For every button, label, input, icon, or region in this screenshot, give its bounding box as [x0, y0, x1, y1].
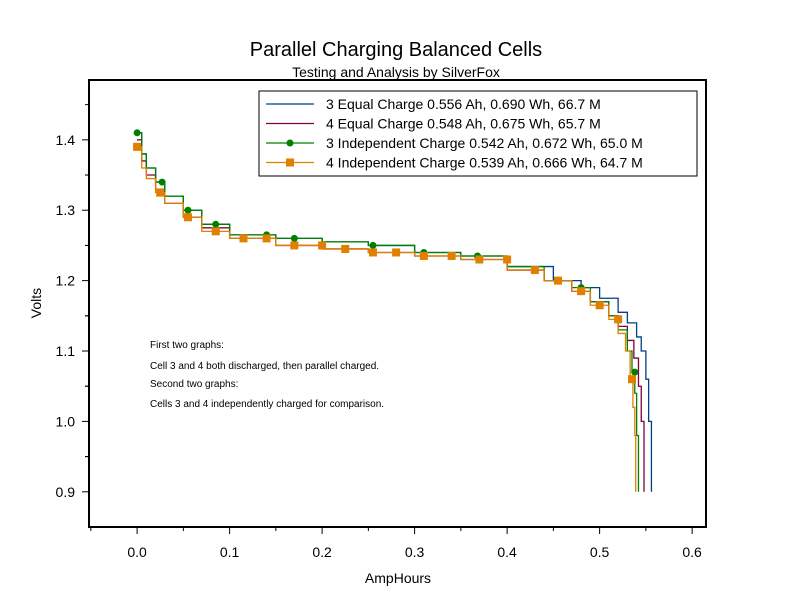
annotation-line: Cells 3 and 4 independently charged for …: [150, 399, 384, 410]
data-point-marker: [212, 220, 220, 228]
data-point-marker: [183, 213, 192, 222]
data-point-marker: [239, 234, 248, 243]
data-point-marker: [614, 315, 623, 324]
x-tick-label: 0.1: [220, 544, 240, 560]
legend-marker: [286, 158, 294, 167]
data-point-marker: [553, 276, 562, 285]
y-tick-label: 1.2: [56, 273, 76, 289]
data-point-marker: [419, 251, 428, 260]
y-axis-label: Volts: [28, 288, 44, 318]
data-point-marker: [290, 234, 298, 242]
legend-marker: [286, 139, 294, 147]
x-tick-label: 0.3: [405, 544, 425, 560]
data-point-marker: [530, 266, 539, 275]
x-tick-label: 0.4: [497, 544, 517, 560]
chart-title: Parallel Charging Balanced Cells: [250, 39, 542, 61]
chart-subtitle: Testing and Analysis by SilverFox: [292, 64, 500, 80]
y-tick-label: 1.4: [56, 132, 76, 148]
data-point-marker: [133, 129, 141, 137]
y-tick-label: 1.0: [56, 413, 76, 429]
annotation-line: First two graphs:: [150, 340, 224, 351]
data-point-marker: [447, 251, 456, 260]
data-point-marker: [475, 255, 484, 264]
y-tick-label: 1.3: [56, 202, 76, 218]
x-tick-label: 0.0: [127, 544, 147, 560]
data-point-marker: [290, 241, 299, 250]
data-point-marker: [184, 206, 192, 214]
data-point-marker: [133, 142, 142, 151]
legend: 3 Equal Charge 0.556 Ah, 0.690 Wh, 66.7 …: [258, 90, 698, 177]
series-line-0: [137, 132, 653, 492]
data-point-marker: [631, 368, 639, 376]
data-point-marker: [341, 244, 350, 253]
x-tick-label: 0.5: [590, 544, 610, 560]
data-point-marker: [595, 301, 604, 310]
legend-label: 3 Independent Charge 0.542 Ah, 0.672 Wh,…: [326, 135, 643, 151]
data-point-marker: [627, 375, 636, 384]
x-tick-label: 0.2: [312, 544, 332, 560]
plot-frame: [88, 79, 707, 528]
data-point-marker: [156, 188, 165, 197]
annotation: First two graphs: Cell 3 and 4 both disc…: [150, 340, 384, 410]
x-axis-label: AmpHours: [365, 570, 431, 586]
data-point-marker: [503, 255, 512, 264]
annotation-line: Cell 3 and 4 both discharged, then paral…: [150, 361, 379, 372]
legend-label: 3 Equal Charge 0.556 Ah, 0.690 Wh, 66.7 …: [326, 96, 601, 112]
y-tick-label: 1.1: [56, 343, 76, 359]
annotation-line: Second two graphs:: [150, 379, 238, 390]
data-point-marker: [158, 178, 166, 186]
series-line-1: [137, 139, 645, 492]
data-point-marker: [262, 234, 271, 243]
legend-label: 4 Independent Charge 0.539 Ah, 0.666 Wh,…: [326, 155, 643, 171]
data-point-marker: [577, 287, 586, 296]
data-point-marker: [368, 248, 377, 257]
data-point-marker: [318, 241, 327, 250]
series-line-2: [137, 132, 640, 492]
data-point-marker: [211, 227, 220, 236]
series-line-3: [137, 146, 637, 492]
data-point-marker: [392, 248, 401, 257]
y-tick-label: 0.9: [56, 484, 76, 500]
legend-box: [258, 90, 698, 177]
data-point-marker: [369, 241, 377, 249]
legend-label: 4 Equal Charge 0.548 Ah, 0.675 Wh, 65.7 …: [326, 116, 601, 132]
x-tick-label: 0.6: [682, 544, 702, 560]
